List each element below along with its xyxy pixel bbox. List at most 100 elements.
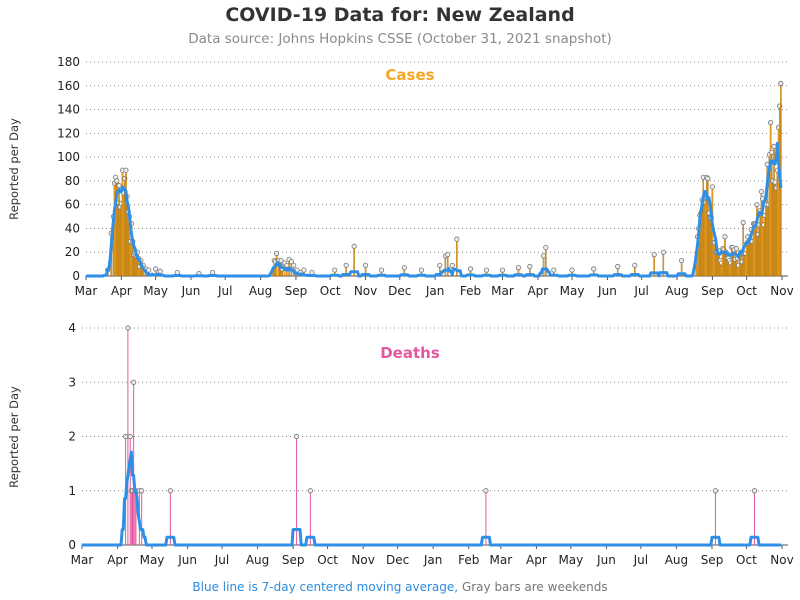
x-tick-label: May (558, 553, 583, 567)
data-point (467, 266, 474, 272)
data-point (278, 257, 284, 264)
x-tick-label: Oct (320, 284, 341, 298)
x-tick-label: Aug (246, 553, 269, 567)
chart-subtitle: Data source: Johns Hopkins CSSE (October… (188, 31, 612, 47)
x-tick-label: Jun (177, 553, 197, 567)
data-point (632, 262, 638, 268)
x-tick-label: Oct (736, 284, 757, 298)
y-axis-label: Reported per Day (7, 118, 21, 220)
data-point (660, 249, 666, 255)
data-point (167, 488, 173, 494)
data-point (131, 379, 137, 385)
data-point (515, 265, 522, 271)
data-point (273, 250, 280, 257)
data-point (362, 262, 369, 268)
footer-note: Blue line is 7-day centered moving avera… (0, 580, 800, 594)
x-tick-label: Jan (425, 284, 445, 298)
y-tick-label: 140 (57, 103, 80, 117)
y-tick-label: 1 (68, 484, 76, 498)
x-tick-label: Nov (770, 284, 793, 298)
data-point (288, 259, 294, 265)
y-tick-label: 3 (68, 375, 76, 389)
x-tick-label: Sep (282, 553, 305, 567)
data-point (123, 433, 129, 440)
data-point (499, 267, 506, 273)
x-tick-label: Oct (317, 553, 338, 567)
x-tick-label: Jun (181, 284, 201, 298)
panel-label: Cases (385, 66, 434, 84)
data-point (291, 262, 297, 268)
data-point (767, 120, 774, 126)
x-tick-label: Apr (107, 553, 128, 567)
data-point (483, 488, 489, 494)
data-point (153, 266, 159, 272)
data-point (174, 269, 180, 276)
moving-average-line (85, 141, 783, 278)
data-point (751, 488, 758, 494)
panel-label: Deaths (380, 344, 440, 362)
x-tick-label: Nov (351, 553, 374, 567)
x-tick-label: Aug (249, 284, 272, 298)
data-point (307, 488, 313, 494)
x-tick-label: May (560, 284, 585, 298)
x-tick-label: Jul (633, 284, 648, 298)
x-tick-label: Jul (214, 553, 229, 567)
data-point (445, 252, 451, 258)
y-tick-label: 20 (65, 245, 80, 259)
x-tick-label: Feb (458, 553, 479, 567)
data-point (437, 262, 443, 268)
x-tick-label: Jul (633, 553, 648, 567)
y-tick-label: 0 (68, 538, 76, 552)
x-tick-label: Apr (111, 284, 132, 298)
x-tick-label: Jan (423, 553, 443, 567)
y-tick-label: 100 (57, 150, 80, 164)
x-tick-label: Jun (596, 553, 616, 567)
x-tick-label: Dec (386, 553, 409, 567)
x-tick-label: Apr (526, 553, 547, 567)
y-tick-label: 120 (57, 126, 80, 140)
x-tick-label: Aug (665, 284, 688, 298)
data-point (527, 263, 533, 270)
data-point (551, 267, 557, 273)
x-tick-label: Jun (597, 284, 617, 298)
y-tick-label: 60 (65, 198, 80, 212)
data-point (351, 243, 357, 249)
x-tick-label: Feb (460, 284, 481, 298)
x-tick-label: Apr (527, 284, 548, 298)
y-tick-label: 0 (72, 269, 80, 283)
y-tick-label: 80 (65, 174, 80, 188)
data-point (758, 188, 765, 195)
data-point (709, 184, 716, 190)
x-tick-label: Sep (701, 553, 724, 567)
data-point (722, 234, 728, 240)
x-tick-label: Sep (285, 284, 308, 298)
y-axis-label: Reported per Day (7, 386, 21, 488)
x-tick-label: Mar (490, 553, 513, 567)
chart-title: COVID-19 Data for: New Zealand (225, 4, 575, 26)
data-point (651, 252, 657, 258)
x-tick-label: Oct (736, 553, 757, 567)
y-tick-label: 4 (68, 321, 76, 335)
data-point (146, 267, 152, 273)
data-point (712, 488, 719, 494)
cases-panel: 0 20 40 60 80 100 120 140 160 180 Mar Apr May Jun Jul A… (7, 55, 794, 298)
x-tick-label: Sep (701, 284, 724, 298)
data-point (754, 202, 760, 208)
data-point (740, 219, 746, 226)
data-point (123, 167, 129, 173)
data-bar (446, 254, 449, 277)
data-point (483, 267, 490, 273)
data-point (210, 269, 216, 276)
data-point (569, 267, 575, 273)
data-point (591, 266, 597, 272)
data-point (139, 488, 145, 494)
x-tick-label: Mar (75, 284, 98, 298)
x-tick-label: Jul (217, 284, 232, 298)
data-point (615, 263, 621, 270)
weekend-note: Gray bars are weekends (461, 580, 608, 594)
data-point (301, 267, 307, 273)
x-tick-label: Nov (354, 284, 377, 298)
data-point (705, 175, 711, 182)
x-tick-label: Nov (770, 553, 793, 567)
